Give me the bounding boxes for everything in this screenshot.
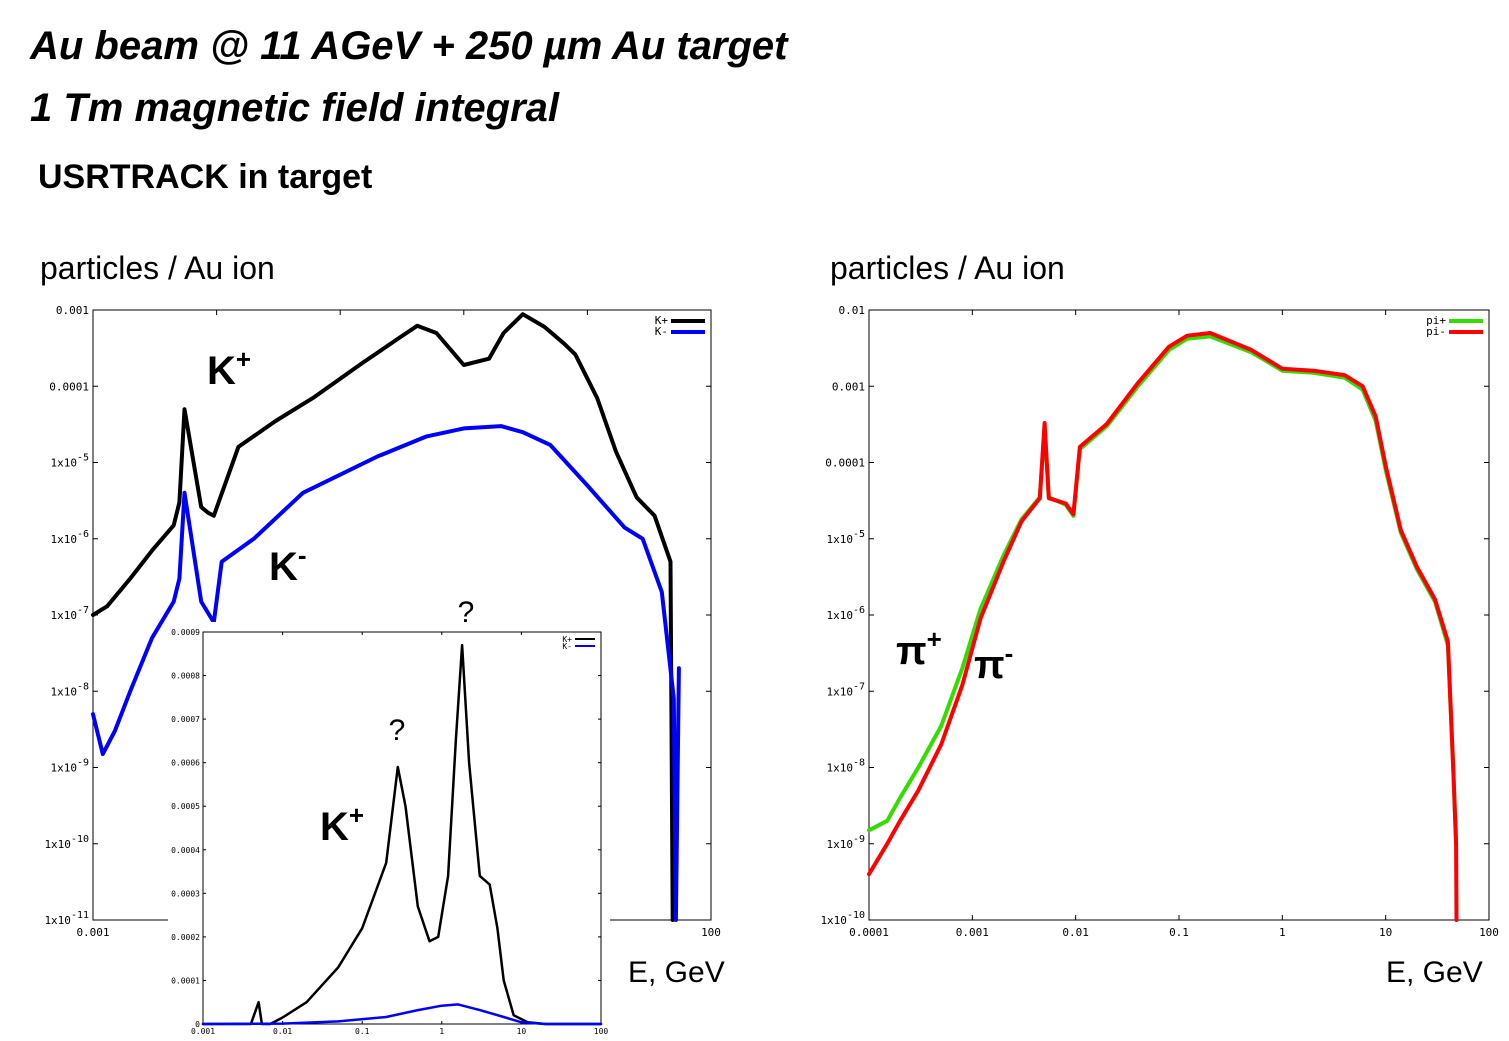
x-tick-label: 10 (1379, 926, 1392, 939)
y-tick-label: 1x10-9 (50, 758, 89, 775)
y-tick-label: 0.0007 (171, 715, 200, 724)
plot-frame (868, 309, 1490, 921)
y-tick-label: 1x10-10 (44, 834, 89, 851)
annotation-inset-k-plus: K+ (320, 800, 364, 849)
y-tick-label: 1x10-11 (44, 910, 89, 927)
y-tick-label: 0.0008 (171, 672, 200, 681)
annotation-question-mark: ? (389, 714, 406, 747)
annotation-pi-minus: π- (974, 638, 1013, 687)
right-chart-xlabel: E, GeV (1386, 956, 1483, 989)
legend-label: K+ (562, 635, 572, 644)
legend-label: pi- (1426, 325, 1446, 338)
x-tick-label: 0.01 (273, 1027, 292, 1036)
y-tick-label: 1x10-10 (820, 910, 865, 927)
right-chart-ylabel: particles / Au ion (830, 250, 1065, 286)
annotation-k-minus: K- (269, 540, 307, 589)
x-tick-label: 1 (439, 1027, 444, 1036)
plot-frame (202, 631, 602, 1025)
y-tick-label: 1x10-5 (50, 453, 89, 470)
series-line-k (91, 424, 681, 922)
slide-title-line-2: 1 Tm magnetic field integral (30, 86, 560, 130)
series-line-k (91, 312, 675, 922)
annotation-pi-plus: π+ (896, 624, 942, 673)
y-tick-label: 0.001 (56, 304, 89, 317)
y-tick-label: 0.0002 (171, 933, 200, 942)
x-tick-label: 1 (1279, 926, 1286, 939)
y-tick-label: 0.0004 (171, 846, 200, 855)
x-tick-label: 0.001 (76, 926, 109, 939)
legend-label: K- (562, 642, 572, 651)
y-tick-label: 0.0003 (171, 889, 200, 898)
x-tick-label: 0.0001 (849, 926, 889, 939)
x-tick-label: 0.01 (1062, 926, 1089, 939)
annotation-question-mark: ? (458, 596, 475, 629)
slide-subtitle: USRTRACK in target (38, 158, 373, 196)
x-tick-label: 10 (517, 1027, 527, 1036)
y-tick-label: 1x10-8 (50, 681, 89, 698)
legend-label: pi+ (1426, 314, 1446, 327)
y-tick-label: 1x10-6 (826, 605, 865, 622)
kaon-linear-inset-chart: 0 0.0001 0.0002 0.0003 0.0004 0.0005 0.0006 0.0… (171, 628, 608, 1036)
x-tick-label: 100 (1479, 926, 1499, 939)
annotation-k-plus: K+ (207, 344, 251, 393)
x-tick-label: 0.001 (956, 926, 989, 939)
series-line-pi (867, 331, 1459, 922)
slide-title-line-1: Au beam @ 11 AGeV + 250 µm Au target (30, 24, 788, 68)
left-chart-ylabel: particles / Au ion (40, 250, 275, 286)
legend-label: K+ (655, 314, 669, 327)
left-chart-xlabel: E, GeV (628, 956, 725, 989)
y-tick-label: 0.0001 (49, 380, 89, 393)
y-tick-label: 1x10-7 (826, 681, 865, 698)
y-tick-label: 0 (195, 1020, 200, 1029)
x-tick-label: 0.1 (1169, 926, 1189, 939)
y-tick-label: 1x10-8 (826, 758, 865, 775)
y-tick-label: 1x10-7 (50, 605, 89, 622)
y-tick-label: 0.001 (832, 380, 865, 393)
series-line-k (201, 1003, 603, 1026)
x-tick-label: 100 (701, 926, 721, 939)
y-tick-label: 0.0009 (171, 628, 200, 637)
y-tick-label: 1x10-5 (826, 529, 865, 546)
pion-log-chart: 0.01 0.001 0.0001 1x10-5 1x10-6 1x10-7 1x10-8 1… (820, 304, 1499, 939)
x-tick-label: 0.1 (355, 1027, 370, 1036)
y-tick-label: 1x10-6 (50, 529, 89, 546)
y-tick-label: 0.01 (839, 304, 866, 317)
y-tick-label: 0.0001 (825, 457, 865, 470)
series-line-k (201, 643, 603, 1026)
y-tick-label: 0.0005 (171, 802, 200, 811)
y-tick-label: 0.0006 (171, 759, 200, 768)
x-tick-label: 100 (594, 1027, 609, 1036)
legend-label: K- (655, 325, 668, 338)
y-tick-label: 1x10-9 (826, 834, 865, 851)
y-tick-label: 0.0001 (171, 976, 200, 985)
x-tick-label: 0.001 (191, 1027, 215, 1036)
